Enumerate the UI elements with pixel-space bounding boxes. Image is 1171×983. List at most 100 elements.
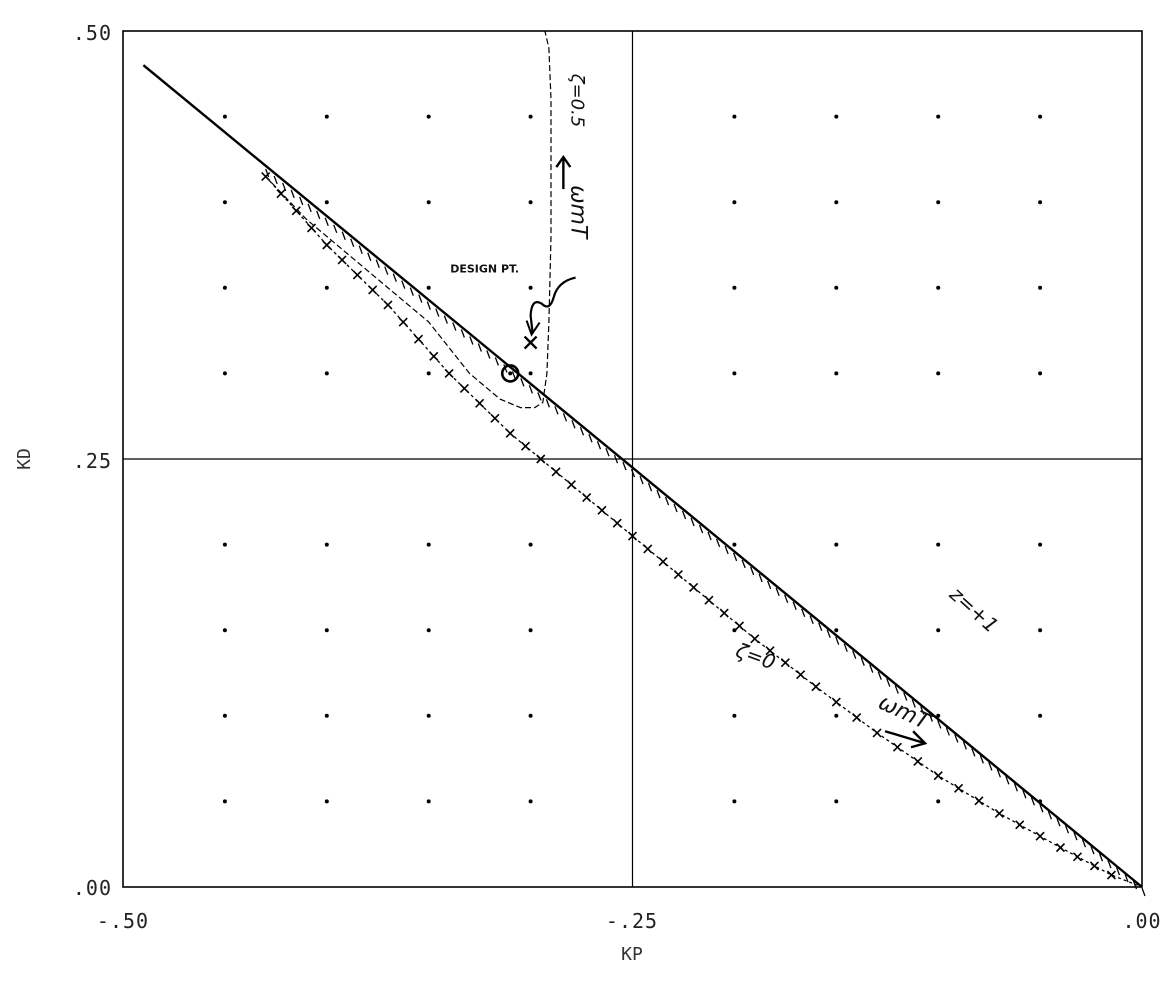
boundary-hatch	[920, 706, 925, 715]
boundary-hatch	[282, 182, 287, 192]
boundary-hatch	[928, 713, 933, 722]
boundary-hatch	[664, 496, 670, 506]
boundary-hatch	[571, 420, 576, 429]
boundary-hatch	[852, 650, 857, 659]
zeta-0-marker	[913, 756, 923, 767]
grid-dot	[324, 542, 329, 547]
boundary-hatch	[307, 203, 312, 213]
zeta-0-marker	[719, 608, 729, 618]
zeta-0-marker	[796, 670, 806, 680]
grid-dot	[222, 285, 227, 290]
boundary-hatch	[903, 692, 908, 701]
grid-dot	[834, 799, 839, 804]
boundary-hatch	[477, 343, 482, 352]
annotation-zeta-0-5: ζ=0.5	[566, 73, 587, 128]
boundary-hatch	[375, 259, 380, 268]
boundary-hatch	[698, 524, 704, 534]
boundary-hatch	[809, 615, 814, 624]
annotation-z-plus-1: z=+1	[944, 581, 1003, 637]
zeta-0-marker	[612, 518, 622, 528]
zeta-0-marker	[291, 206, 301, 216]
boundary-hatch	[1064, 824, 1070, 834]
boundary-hatch	[647, 482, 653, 492]
boundary-hatch	[486, 350, 491, 359]
grid-dot	[426, 628, 431, 633]
grid-dot	[222, 628, 227, 633]
grid-dot	[426, 371, 431, 376]
boundary-hatch	[469, 336, 474, 345]
grid-dot	[528, 713, 533, 718]
grid-dot	[732, 200, 737, 205]
zeta-0-marker	[704, 595, 714, 605]
x-tick-label-left: -.50	[97, 909, 149, 933]
grid-dot	[834, 713, 839, 718]
grid-dot	[936, 799, 941, 804]
boundary-hatch	[996, 769, 1001, 778]
grid-dot	[426, 114, 431, 119]
zeta-0-marker	[383, 300, 393, 310]
boundary-hatch	[630, 468, 636, 478]
boundary-hatch	[1005, 776, 1010, 785]
boundary-hatch	[792, 601, 797, 611]
boundary-hatch	[732, 552, 738, 562]
boundary-hatch	[537, 392, 542, 401]
zeta-0-marker	[444, 368, 454, 378]
boundary-hatch	[511, 371, 517, 380]
boundary-hatch	[801, 608, 806, 617]
design-pt-arrow	[529, 276, 576, 333]
x-tick-label-right: .00	[1122, 909, 1161, 933]
grid-dot	[834, 285, 839, 290]
grid-dot	[936, 285, 941, 290]
grid-dot	[1038, 628, 1043, 633]
boundary-hatch	[954, 734, 959, 743]
zeta-0-marker	[1106, 870, 1116, 880]
grid-dot	[528, 200, 533, 205]
annotation-omega-mt-upper: ωmT	[565, 185, 590, 240]
boundary-hatch	[341, 231, 346, 241]
grid-dot	[936, 200, 941, 205]
annotation-layer: DESIGN PT. z=+1 ζ=0 ζ=0.5 ωmT ωmT	[450, 73, 1003, 749]
zeta-0-marker	[1055, 843, 1066, 853]
zeta-0-marker	[673, 569, 683, 580]
boundary-hatch	[401, 280, 406, 289]
boundary-hatch	[1115, 866, 1121, 876]
boundary-hatch	[265, 168, 270, 178]
zeta-0-marker	[658, 557, 668, 567]
series-line-z-plus-1	[142, 64, 1143, 888]
design-pt-arrowhead	[525, 320, 541, 337]
zeta-0-marker	[872, 728, 882, 738]
zeta-0-marker	[536, 454, 546, 464]
zeta-0-marker	[974, 796, 984, 806]
boundary-hatch	[945, 727, 950, 736]
boundary-hatch	[707, 531, 712, 541]
grid-dot	[732, 371, 737, 376]
grid-dot	[324, 371, 329, 376]
grid-dot	[834, 628, 839, 633]
grid-dot	[1038, 200, 1043, 205]
zeta-0-marker	[1035, 831, 1045, 841]
zeta-0-marker	[322, 240, 332, 250]
grid-dot	[426, 713, 431, 718]
zeta-0-marker	[490, 413, 500, 423]
boundary-hatch	[1107, 859, 1112, 869]
boundary-hatch	[588, 434, 593, 443]
grid-dot	[222, 371, 227, 376]
zeta-0-marker	[505, 428, 515, 438]
zeta-0-marker	[1015, 820, 1025, 830]
boundary-hatch	[911, 699, 916, 708]
zeta-0-marker	[780, 658, 790, 668]
boundary-hatch	[681, 510, 687, 520]
y-axis-label: KD	[14, 448, 35, 470]
grid-dot	[936, 114, 941, 119]
zeta-0-marker	[368, 285, 378, 295]
zeta-0-marker	[831, 697, 841, 707]
y-tick-label-top: .50	[73, 21, 112, 45]
grid-dot	[426, 200, 431, 205]
boundary-hatch	[324, 217, 329, 227]
boundary-hatch	[724, 545, 729, 555]
grid-dots	[222, 114, 1043, 804]
boundary-hatch	[333, 224, 338, 234]
boundary-hatch	[273, 175, 278, 185]
boundary-hatch	[673, 503, 678, 513]
